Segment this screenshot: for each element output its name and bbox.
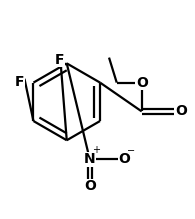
Text: F: F	[15, 75, 24, 89]
Text: −: −	[127, 146, 135, 156]
Text: O: O	[84, 179, 96, 193]
Text: O: O	[119, 152, 130, 166]
Text: O: O	[175, 104, 187, 118]
Text: N: N	[84, 152, 96, 166]
Text: O: O	[136, 76, 148, 90]
Text: +: +	[92, 145, 100, 155]
Text: F: F	[54, 53, 64, 67]
